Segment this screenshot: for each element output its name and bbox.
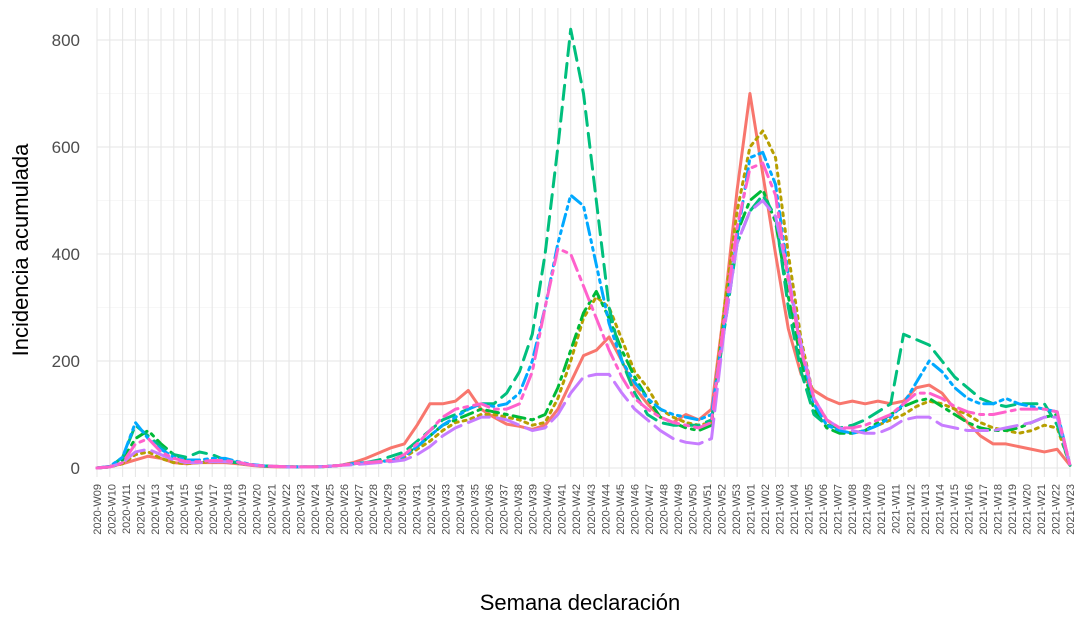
- x-tick-label: 2020-W36: [484, 484, 496, 535]
- x-tick-label: 2020-W39: [528, 484, 540, 535]
- y-tick-label: 600: [52, 138, 80, 157]
- x-tick-label: 2021-W16: [963, 484, 975, 535]
- x-tick-label: 2020-W49: [673, 484, 685, 535]
- y-axis-title: Incidencia acumulada: [8, 143, 33, 357]
- x-tick-label: 2020-W11: [121, 484, 133, 534]
- y-tick-label: 400: [52, 245, 80, 264]
- x-tick-label: 2020-W47: [644, 484, 656, 535]
- x-tick-label: 2020-W42: [571, 484, 583, 535]
- y-tick-label: 0: [71, 459, 80, 478]
- x-tick-label: 2021-W14: [934, 484, 946, 535]
- x-tick-label: 2020-W20: [252, 484, 264, 535]
- x-tick-labels: 2020-W09 2020-W10 2020-W11 2020-W12 2020-W13…: [92, 484, 1077, 535]
- x-tick-label: 2020-W53: [731, 484, 743, 535]
- x-axis-title: Semana declaración: [480, 590, 681, 615]
- x-tick-label: 2021-W23: [1065, 484, 1077, 535]
- x-tick-label: 2021-W05: [804, 484, 816, 535]
- x-tick-label: 2020-W13: [150, 484, 162, 535]
- x-tick-label: 2020-W16: [194, 484, 206, 535]
- x-tick-label: 2020-W34: [455, 484, 467, 535]
- x-tick-label: 2020-W40: [542, 484, 554, 535]
- x-tick-label: 2020-W44: [600, 484, 612, 535]
- series-line-7: [95, 161, 1072, 470]
- x-tick-label: 2021-W11: [891, 484, 903, 534]
- x-tick-label: 2020-W28: [368, 484, 380, 535]
- x-tick-label: 2021-W18: [992, 484, 1004, 535]
- x-tick-label: 2020-W10: [107, 484, 119, 535]
- x-tick-label: 2020-W24: [310, 484, 322, 535]
- x-tick-label: 2021-W17: [978, 484, 990, 535]
- x-tick-label: 2020-W51: [702, 484, 714, 535]
- x-tick-label: 2020-W41: [557, 484, 569, 535]
- x-tick-label: 2021-W09: [862, 484, 874, 535]
- x-tick-label: 2020-W14: [165, 484, 177, 535]
- x-tick-label: 2021-W01: [746, 484, 758, 535]
- x-tick-label: 2021-W19: [1007, 484, 1019, 535]
- x-tick-label: 2020-W18: [223, 484, 235, 535]
- x-tick-label: 2020-W30: [397, 484, 409, 535]
- x-tick-label: 2020-W33: [441, 484, 453, 535]
- x-tick-label: 2020-W52: [716, 484, 728, 535]
- x-tick-label: 2021-W22: [1050, 484, 1062, 535]
- x-tick-label: 2021-W10: [876, 484, 888, 535]
- x-tick-label: 2020-W31: [411, 484, 423, 535]
- x-tick-label: 2020-W22: [281, 484, 293, 535]
- x-tick-label: 2021-W15: [949, 484, 961, 535]
- x-tick-label: 2020-W23: [295, 484, 307, 535]
- x-tick-label: 2021-W20: [1021, 484, 1033, 535]
- x-tick-label: 2021-W21: [1036, 484, 1048, 535]
- x-tick-label: 2020-W27: [353, 484, 365, 535]
- x-tick-label: 2020-W29: [382, 484, 394, 535]
- y-tick-label: 200: [52, 352, 80, 371]
- x-tick-label: 2021-W02: [760, 484, 772, 535]
- x-tick-label: 2020-W21: [266, 484, 278, 535]
- x-tick-label: 2021-W04: [789, 484, 801, 535]
- x-tick-label: 2021-W13: [920, 484, 932, 535]
- series-lines: [95, 27, 1072, 470]
- x-tick-label: 2020-W17: [208, 484, 220, 535]
- x-tick-label: 2020-W32: [426, 484, 438, 535]
- x-tick-label: 2020-W48: [658, 484, 670, 535]
- x-tick-label: 2020-W43: [586, 484, 598, 535]
- y-tick-labels: 0 200 400 600 800: [52, 31, 80, 478]
- x-tick-label: 2020-W45: [615, 484, 627, 535]
- x-tick-label: 2020-W15: [179, 484, 191, 535]
- x-tick-label: 2020-W50: [687, 484, 699, 535]
- x-tick-label: 2020-W37: [499, 484, 511, 535]
- x-tick-label: 2020-W12: [136, 484, 148, 535]
- x-tick-label: 2021-W06: [818, 484, 830, 535]
- x-tick-label: 2021-W12: [905, 484, 917, 535]
- x-tick-label: 2020-W19: [237, 484, 249, 535]
- x-tick-label: 2021-W08: [847, 484, 859, 535]
- x-tick-label: 2020-W25: [324, 484, 336, 535]
- grid: [96, 8, 1071, 477]
- x-tick-label: 2021-W03: [775, 484, 787, 535]
- x-tick-label: 2020-W35: [470, 484, 482, 535]
- x-tick-label: 2020-W46: [629, 484, 641, 535]
- y-tick-label: 800: [52, 31, 80, 50]
- x-tick-label: 2020-W09: [92, 484, 104, 535]
- x-tick-label: 2020-W26: [339, 484, 351, 535]
- x-tick-label: 2020-W38: [513, 484, 525, 535]
- x-tick-label: 2021-W07: [833, 484, 845, 535]
